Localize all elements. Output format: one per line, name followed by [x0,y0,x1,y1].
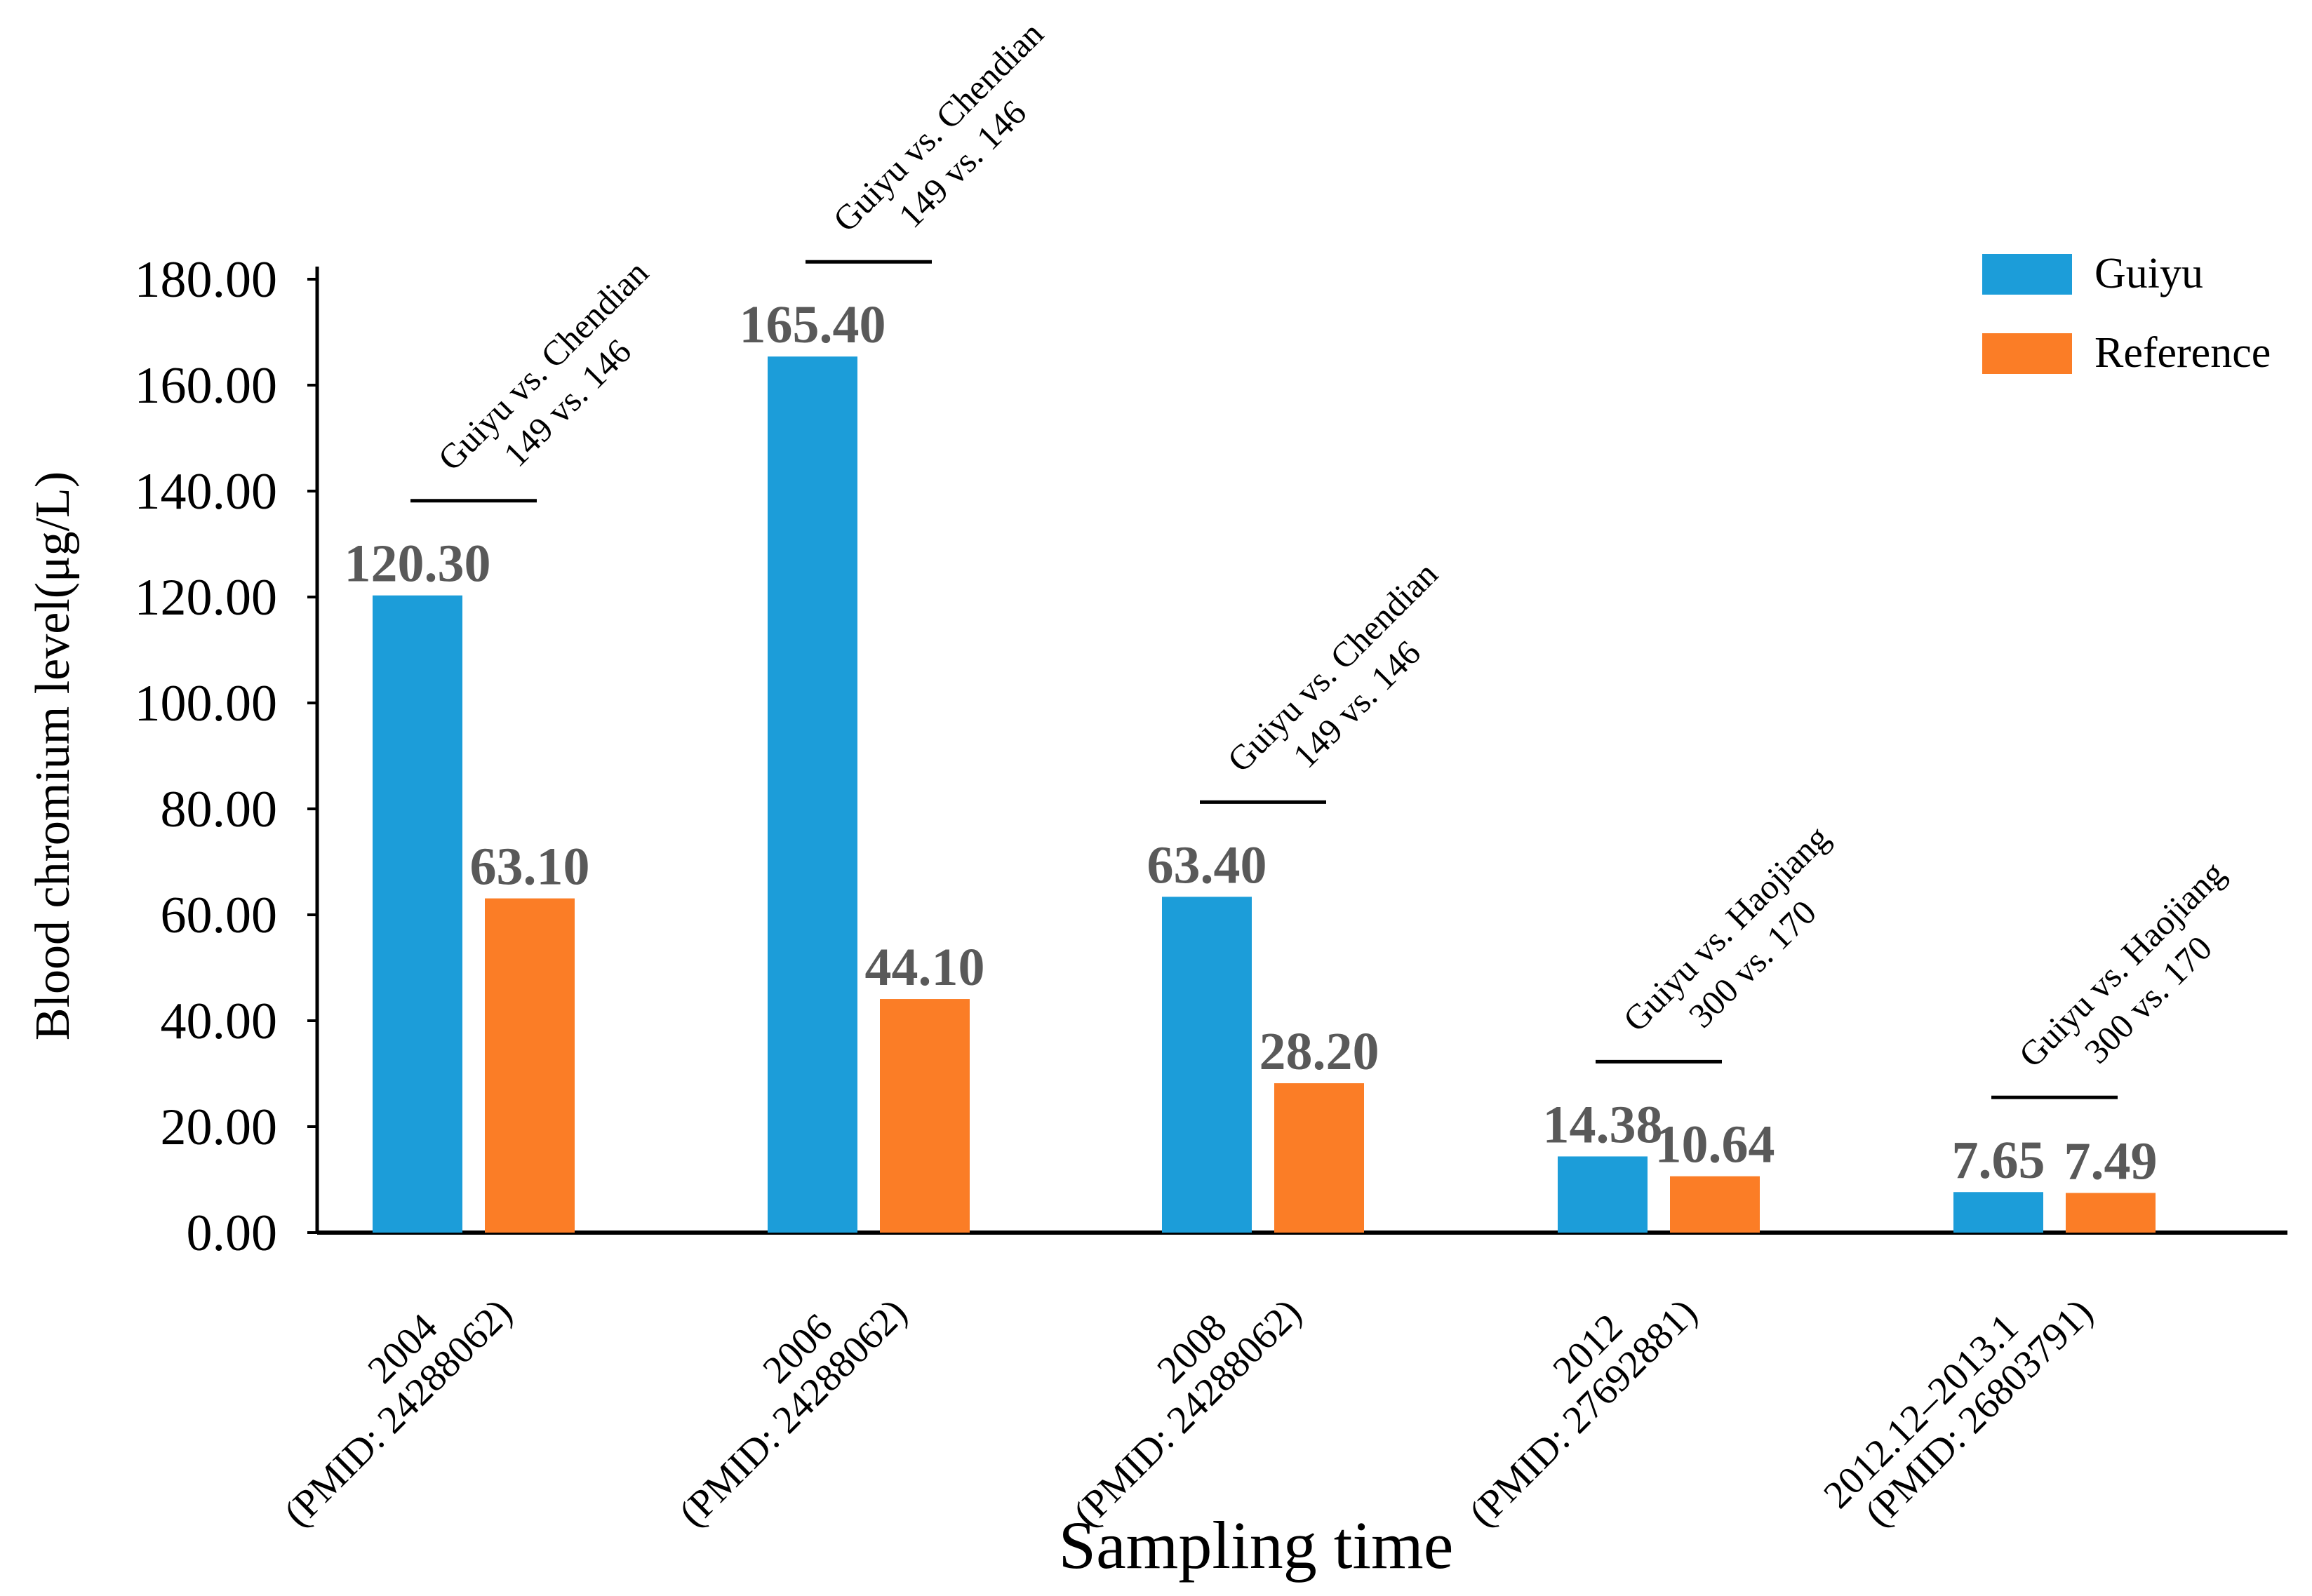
data-label-reference: 63.10 [470,838,590,897]
data-label-guiyu: 63.40 [1147,836,1267,894]
bar-guiyu [768,356,857,1233]
x-category-label: 2012(PMID: 27692881) [1431,1261,1706,1535]
x-category-label: 2006(PMID: 24288062) [641,1261,916,1535]
comparison-label: Guiyu vs. Chendian149 vs. 146 [825,14,1081,270]
bar-guiyu [1162,897,1252,1233]
y-tick-label: 40.00 [161,993,278,1050]
data-label-reference: 10.64 [1655,1115,1775,1174]
y-axis-title: Blood chromium level(μg/L) [26,471,80,1040]
y-tick-label: 160.00 [135,357,278,415]
comparison-label: Guiyu vs. Haojiang300 vs. 170 [2011,853,2263,1105]
y-tick-label: 180.00 [135,251,278,309]
comparison-label: Guiyu vs. Chendian149 vs. 146 [430,253,686,509]
x-axis-title: Sampling time [1059,1508,1454,1583]
bar-reference [880,999,970,1233]
y-tick-label: 60.00 [161,887,278,944]
bar-reference [1670,1176,1760,1233]
bar-reference [485,898,575,1233]
data-label-guiyu: 14.38 [1543,1095,1663,1154]
legend-swatch-reference [1982,333,2072,374]
comparison-label: Guiyu vs. Chendian149 vs. 146 [1220,554,1476,810]
y-tick-label: 140.00 [135,463,278,521]
data-label-reference: 7.49 [2064,1132,2158,1191]
y-tick-label: 120.00 [135,569,278,626]
legend-label-reference: Reference [2094,329,2271,377]
bar-guiyu [1953,1192,2043,1233]
data-label-guiyu: 7.65 [1952,1131,2045,1190]
bar-guiyu [1558,1156,1648,1233]
x-category-label: 2004(PMID: 24288062) [246,1261,521,1535]
data-label-guiyu: 120.30 [345,535,491,594]
legend-label-guiyu: Guiyu [2094,250,2203,297]
data-label-reference: 44.10 [865,938,985,997]
bar-reference [1274,1083,1364,1233]
y-tick-label: 20.00 [161,1099,278,1156]
y-tick-label: 0.00 [187,1205,278,1262]
data-label-reference: 28.20 [1259,1022,1379,1081]
y-tick-label: 100.00 [135,675,278,732]
comparison-label: Guiyu vs. Haojiang300 vs. 170 [1615,818,1867,1070]
bar-reference [2066,1193,2156,1233]
data-label-guiyu: 165.40 [740,295,886,354]
x-category-label: 2012.12–2013.1(PMID: 26803791) [1815,1261,2101,1546]
bar-guiyu [373,595,462,1233]
y-tick-label: 80.00 [161,781,278,838]
legend-swatch-guiyu [1982,254,2072,295]
x-category-label: 2008(PMID: 24288062) [1036,1261,1310,1535]
